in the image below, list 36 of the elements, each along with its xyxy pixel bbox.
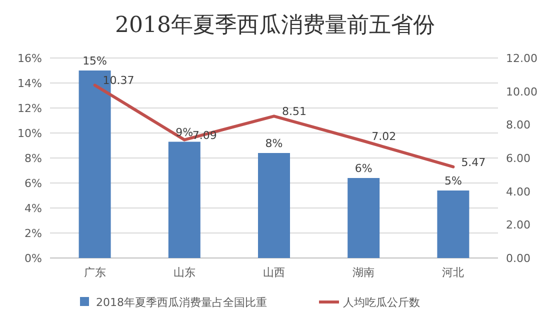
bar — [168, 142, 200, 258]
y-tick-label: 4% — [24, 202, 42, 215]
data-label: 8% — [265, 137, 283, 150]
y-tick-label: 0% — [24, 252, 42, 265]
legend-label: 2018年夏季西瓜消费量占全国比重 — [96, 296, 267, 309]
x-tick-label: 湖南 — [352, 266, 375, 279]
y2-tick-label: 2.00 — [506, 218, 530, 232]
legend-label: 人均吃瓜公斤数 — [343, 296, 420, 309]
data-label: 5% — [444, 174, 462, 188]
data-label: 7.02 — [372, 130, 396, 143]
bar — [258, 153, 290, 258]
y-tick-label: 8% — [24, 152, 42, 165]
y2-tick-label: 0.00 — [506, 252, 530, 265]
data-label: 9% — [176, 126, 194, 139]
x-tick-label: 广东 — [84, 266, 106, 279]
y2-tick-label: 4.00 — [506, 185, 530, 198]
bar — [348, 178, 380, 258]
y-tick-label: 10% — [18, 127, 42, 140]
y-tick-label: 16% — [18, 52, 42, 65]
y2-tick-label: 12.00 — [506, 52, 538, 65]
y-tick-label: 6% — [24, 177, 42, 190]
y-tick-label: 12% — [18, 102, 42, 115]
y2-tick-label: 10.00 — [506, 85, 538, 98]
data-label: 15% — [82, 54, 108, 68]
y2-tick-label: 8.00 — [506, 118, 530, 132]
y-tick-label: 14% — [18, 77, 42, 90]
bar — [437, 190, 470, 258]
data-label: 6% — [354, 162, 372, 175]
y2-tick-label: 6.00 — [506, 152, 530, 165]
data-label: 8.51 — [282, 105, 306, 118]
chart-title: 2018年夏季西瓜消费量前五省份 — [115, 13, 435, 38]
data-label: 5.47 — [461, 156, 486, 169]
x-tick-label: 山西 — [263, 266, 285, 279]
x-tick-label: 山东 — [173, 266, 196, 279]
x-tick-label: 河北 — [442, 266, 464, 279]
y-tick-label: 2% — [24, 227, 42, 240]
